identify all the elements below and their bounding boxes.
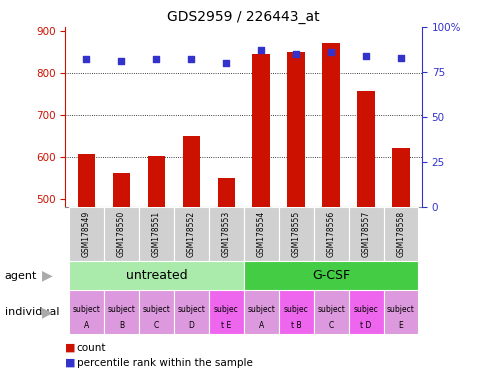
Bar <box>138 290 173 334</box>
Text: t E: t E <box>221 321 231 330</box>
Text: GSM178552: GSM178552 <box>186 211 196 257</box>
Text: E: E <box>398 321 403 330</box>
Point <box>117 58 125 64</box>
Text: count: count <box>76 343 106 353</box>
Bar <box>392 148 409 207</box>
Text: percentile rank within the sample: percentile rank within the sample <box>76 358 252 368</box>
Text: subjec: subjec <box>213 305 238 314</box>
Text: subject: subject <box>72 305 100 314</box>
Text: subject: subject <box>317 305 344 314</box>
Point <box>187 56 195 63</box>
Text: subject: subject <box>142 305 170 314</box>
Text: GSM178558: GSM178558 <box>395 211 405 257</box>
Text: G-CSF: G-CSF <box>311 269 349 282</box>
Point <box>396 55 404 61</box>
Point <box>292 51 300 57</box>
Point <box>327 49 334 55</box>
Text: ▶: ▶ <box>42 305 52 319</box>
Text: subject: subject <box>386 305 414 314</box>
Text: subject: subject <box>177 305 205 314</box>
Text: GSM178554: GSM178554 <box>256 211 265 257</box>
Text: GSM178551: GSM178551 <box>151 211 161 257</box>
Bar <box>77 154 95 207</box>
Bar <box>208 290 243 334</box>
Text: subjec: subjec <box>353 305 378 314</box>
Bar <box>69 290 104 334</box>
Text: GSM178550: GSM178550 <box>117 211 126 257</box>
Bar <box>173 207 208 261</box>
Bar <box>348 207 383 261</box>
Text: GSM178553: GSM178553 <box>221 211 230 257</box>
Bar <box>278 290 313 334</box>
Bar <box>104 207 138 261</box>
Text: ■: ■ <box>65 343 76 353</box>
Point <box>152 56 160 63</box>
Text: C: C <box>153 321 159 330</box>
Text: untreated: untreated <box>125 269 187 282</box>
Bar <box>243 290 278 334</box>
Text: subject: subject <box>247 305 274 314</box>
Text: t B: t B <box>290 321 301 330</box>
Bar <box>313 290 348 334</box>
Bar <box>243 207 278 261</box>
Bar <box>357 91 374 207</box>
Bar <box>243 261 418 290</box>
Text: A: A <box>258 321 263 330</box>
Point <box>222 60 229 66</box>
Text: individual: individual <box>5 307 59 317</box>
Bar <box>313 207 348 261</box>
Text: agent: agent <box>5 270 37 281</box>
Bar <box>217 179 234 207</box>
Bar <box>69 207 104 261</box>
Point <box>362 53 369 59</box>
Bar <box>182 136 199 207</box>
Text: GSM178555: GSM178555 <box>291 211 300 257</box>
Text: GSM178557: GSM178557 <box>361 211 370 257</box>
Bar <box>69 261 243 290</box>
Bar <box>147 156 165 207</box>
Text: A: A <box>84 321 89 330</box>
Title: GDS2959 / 226443_at: GDS2959 / 226443_at <box>167 10 319 25</box>
Text: ▶: ▶ <box>42 268 52 283</box>
Bar <box>278 207 313 261</box>
Bar <box>383 207 418 261</box>
Bar <box>208 207 243 261</box>
Point <box>257 47 265 53</box>
Bar <box>252 54 270 207</box>
Text: subject: subject <box>107 305 135 314</box>
Text: subjec: subjec <box>283 305 308 314</box>
Bar <box>104 290 138 334</box>
Text: C: C <box>328 321 333 330</box>
Bar <box>112 173 130 207</box>
Text: GSM178549: GSM178549 <box>82 211 91 257</box>
Text: B: B <box>119 321 124 330</box>
Text: GSM178556: GSM178556 <box>326 211 335 257</box>
Bar <box>348 290 383 334</box>
Text: D: D <box>188 321 194 330</box>
Bar <box>173 290 208 334</box>
Point <box>82 56 90 63</box>
Text: ■: ■ <box>65 358 76 368</box>
Bar <box>138 207 173 261</box>
Text: t D: t D <box>360 321 371 330</box>
Bar <box>322 43 339 207</box>
Bar <box>383 290 418 334</box>
Bar <box>287 51 304 207</box>
